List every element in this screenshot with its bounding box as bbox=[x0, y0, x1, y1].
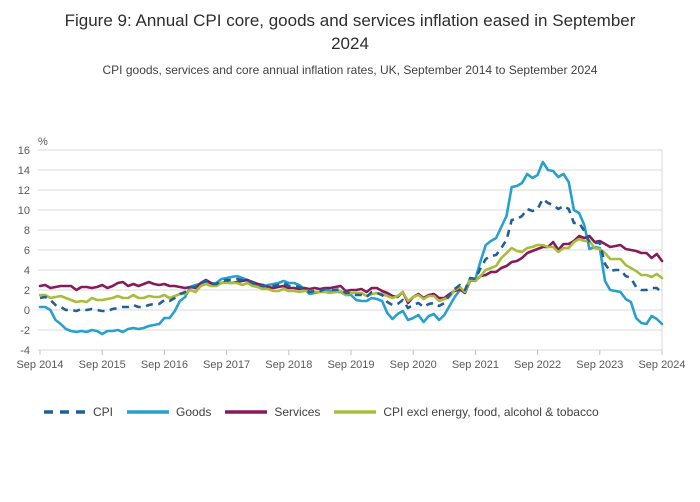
svg-text:-4: -4 bbox=[20, 345, 30, 357]
svg-text:0: 0 bbox=[24, 305, 30, 317]
svg-text:Sep 2021: Sep 2021 bbox=[452, 359, 499, 371]
chart-legend: CPI Goods Services CPI excl energy, food… bbox=[0, 405, 700, 419]
svg-text:Sep 2019: Sep 2019 bbox=[327, 359, 374, 371]
plot-svg[interactable]: 16 14 12 10 8 6 4 2 0 -2 -4% Sep 2014 Sep 2015 Sep 20… bbox=[0, 127, 700, 375]
svg-text:12: 12 bbox=[18, 185, 30, 197]
svg-text:Sep 2018: Sep 2018 bbox=[265, 359, 312, 371]
svg-text:Sep 2022: Sep 2022 bbox=[514, 359, 561, 371]
legend-label-cpi: CPI bbox=[93, 404, 114, 419]
svg-text:6: 6 bbox=[24, 245, 30, 257]
svg-text:Sep 2017: Sep 2017 bbox=[203, 359, 250, 371]
legend-item-goods[interactable]: Goods bbox=[127, 405, 211, 419]
svg-text:Sep 2020: Sep 2020 bbox=[390, 359, 437, 371]
legend-label-services: Services bbox=[274, 404, 321, 419]
legend-line-sample bbox=[334, 410, 377, 414]
legend-dashed-line-sample bbox=[44, 410, 86, 414]
figure-title: Figure 9: Annual CPI core, goods and ser… bbox=[64, 11, 636, 53]
svg-text:14: 14 bbox=[18, 165, 30, 177]
legend-item-services[interactable]: Services bbox=[225, 405, 320, 419]
legend-label-core-cpi: CPI excl energy, food, alcohol & tobacco bbox=[383, 404, 599, 419]
svg-text:Sep 2016: Sep 2016 bbox=[141, 359, 188, 371]
legend-line-sample bbox=[127, 410, 170, 414]
figure-subtitle: CPI goods, services and core annual infl… bbox=[102, 62, 598, 77]
svg-text:%: % bbox=[38, 136, 48, 148]
legend-item-cpi[interactable]: CPI bbox=[44, 405, 113, 419]
svg-text:Sep 2015: Sep 2015 bbox=[79, 359, 126, 371]
svg-text:16: 16 bbox=[18, 145, 30, 157]
svg-text:-2: -2 bbox=[20, 325, 30, 337]
svg-text:10: 10 bbox=[18, 205, 30, 217]
svg-text:Sep 2023: Sep 2023 bbox=[576, 359, 623, 371]
svg-text:Sep 2024: Sep 2024 bbox=[638, 359, 685, 371]
legend-item-core-cpi[interactable]: CPI excl energy, food, alcohol & tobacco bbox=[334, 404, 599, 419]
line-chart[interactable]: 16 14 12 10 8 6 4 2 0 -2 -4% Sep 2014 Sep 2015 Sep 20… bbox=[0, 127, 700, 375]
svg-text:8: 8 bbox=[24, 225, 30, 237]
legend-line-sample bbox=[225, 410, 268, 414]
svg-text:2: 2 bbox=[24, 285, 30, 297]
legend-label-goods: Goods bbox=[176, 404, 212, 419]
svg-text:Sep 2014: Sep 2014 bbox=[16, 359, 63, 371]
svg-text:4: 4 bbox=[24, 265, 30, 277]
